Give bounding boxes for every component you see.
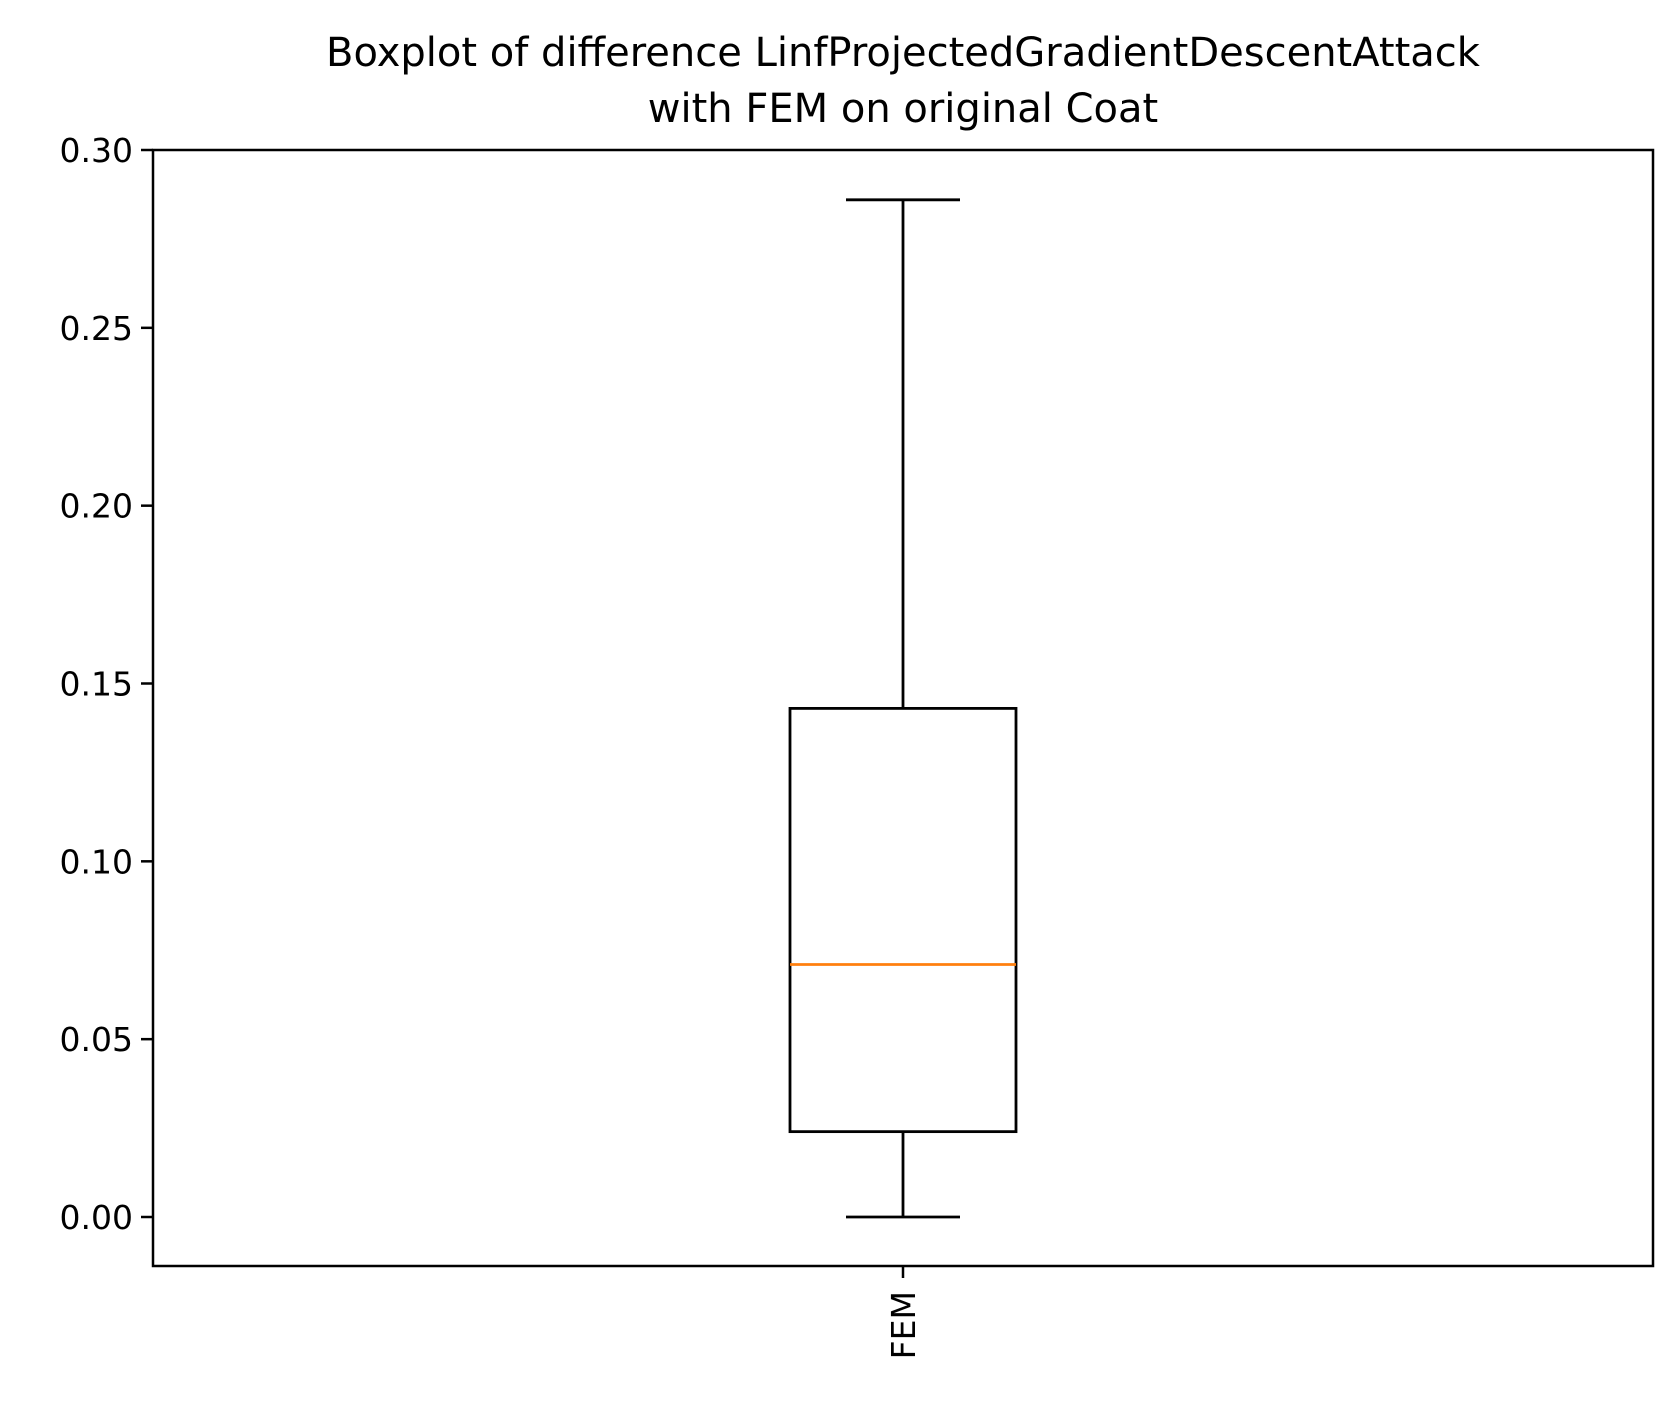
y-tick-label: 0.05	[60, 1020, 133, 1059]
y-tick-label: 0.00	[60, 1198, 133, 1237]
x-tick-label: FEM	[884, 1291, 923, 1359]
chart-title-line-2: with FEM on original Coat	[648, 86, 1158, 132]
box-iqr	[788, 706, 1018, 1134]
y-tick-label: 0.30	[60, 131, 133, 170]
box-series	[788, 198, 1018, 1219]
y-tick-label: 0.10	[60, 842, 133, 881]
plot-area-frame	[151, 148, 1655, 1268]
chart-title-line-1: Boxplot of difference LinfProjectedGradi…	[326, 30, 1481, 76]
y-tick-label: 0.20	[60, 487, 133, 526]
y-tick-label: 0.25	[60, 309, 133, 348]
x-axis: FEM	[884, 1266, 923, 1359]
y-tick-label: 0.15	[60, 665, 133, 704]
y-axis: 0.00 0.05 0.10 0.15 0.20 0.25 0.30	[60, 131, 153, 1237]
